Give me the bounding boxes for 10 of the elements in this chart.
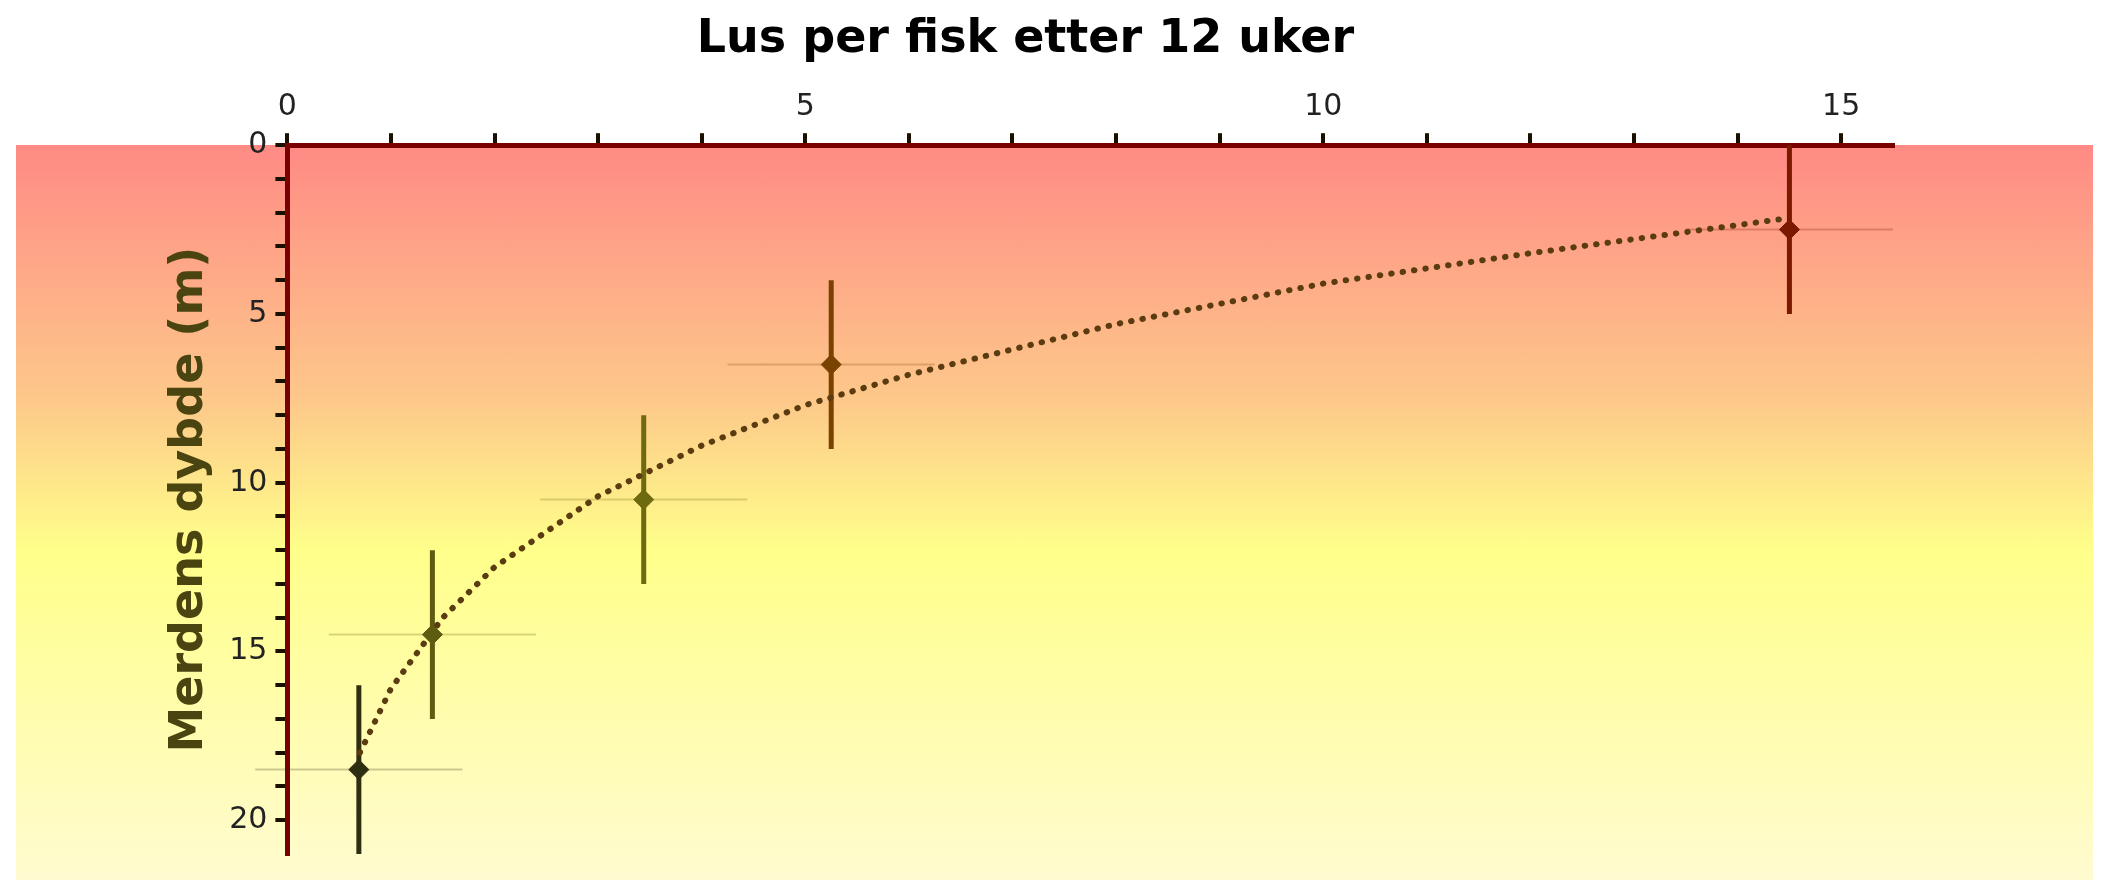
x-tick-label: 0: [277, 87, 297, 122]
x-tick-label: 15: [1822, 87, 1861, 122]
y-tick-label: 10: [229, 462, 268, 498]
x-tick-label: 5: [795, 87, 815, 122]
y-tick-label: 20: [229, 800, 268, 836]
y-tick-label: 5: [248, 293, 268, 329]
x-tick-label: 10: [1304, 87, 1343, 122]
y-tick-label: 15: [229, 631, 268, 667]
y-axis-title: Merdens dybde (m): [158, 246, 213, 753]
chart-title: Lus per fisk etter 12 uker: [696, 8, 1355, 63]
